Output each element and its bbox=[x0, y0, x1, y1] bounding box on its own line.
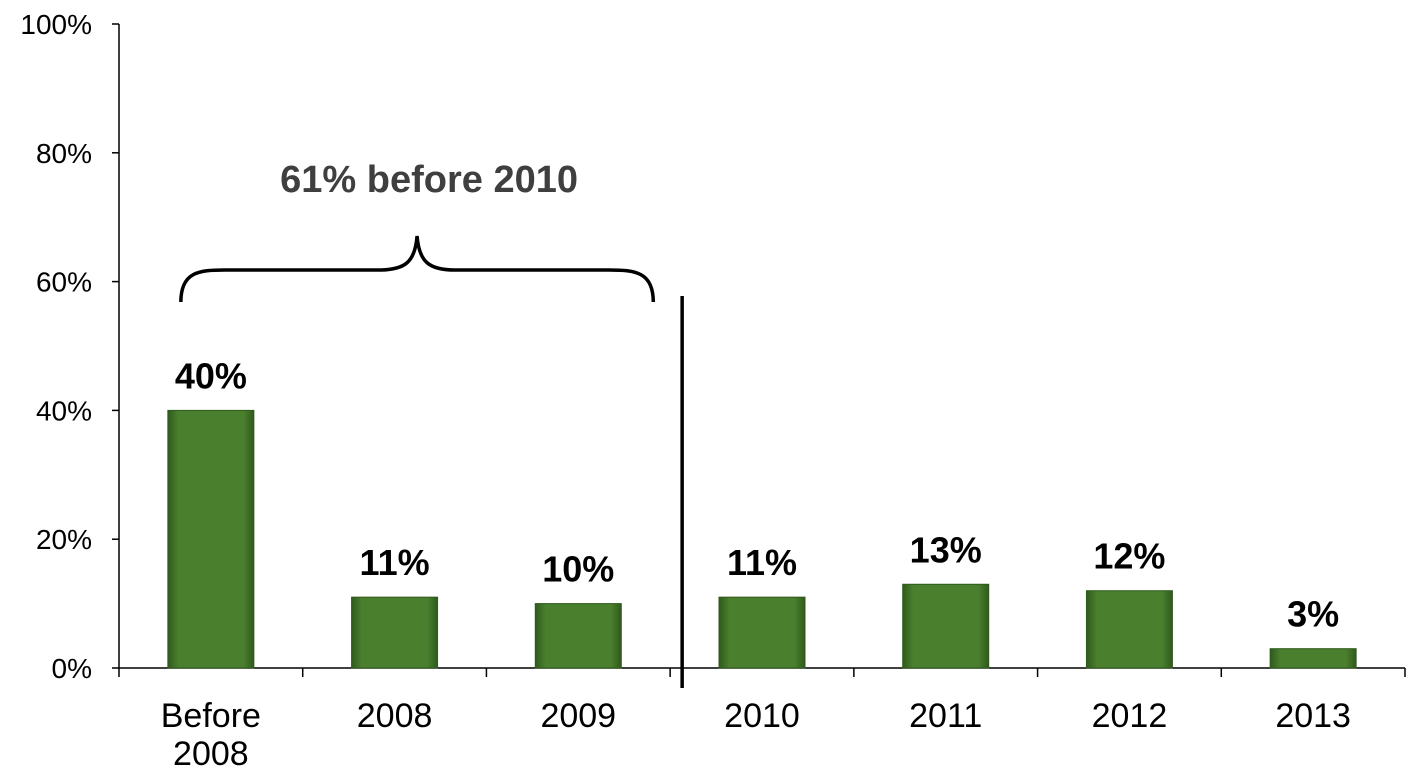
bar-value-label: 11% bbox=[360, 542, 430, 583]
bar bbox=[902, 583, 990, 669]
bar bbox=[167, 409, 255, 669]
y-tick-label: 20% bbox=[36, 524, 92, 555]
bar bbox=[718, 596, 806, 669]
bar bbox=[534, 603, 622, 669]
y-tick-label: 100% bbox=[20, 9, 92, 40]
bar-value-label: 11% bbox=[727, 542, 797, 583]
bar-value-label: 40% bbox=[175, 355, 247, 396]
bracket-brace bbox=[179, 235, 656, 303]
y-tick-label: 60% bbox=[36, 267, 92, 298]
x-category-label: 2012 bbox=[1092, 697, 1168, 735]
annotations: 61% before 2010 bbox=[179, 159, 684, 688]
x-category-label: Before 2008 bbox=[161, 697, 261, 771]
x-category-label: 2008 bbox=[357, 697, 433, 735]
bars bbox=[167, 409, 1357, 669]
bar bbox=[1269, 648, 1357, 669]
annotation-text: 61% before 2010 bbox=[280, 159, 578, 201]
x-category-label: 2009 bbox=[540, 697, 616, 735]
bar-value-label: 12% bbox=[1093, 536, 1165, 577]
y-tick-label: 40% bbox=[36, 395, 92, 426]
bar-value-label: 3% bbox=[1287, 594, 1339, 635]
y-axis: 0% 20% 40% 60% 80% 100% bbox=[20, 9, 120, 684]
x-axis: Before 2008 2008 2009 2010 2011 2012 2013 bbox=[118, 667, 1406, 771]
y-tick-label: 0% bbox=[52, 653, 92, 684]
bar bbox=[351, 596, 439, 669]
x-category-label: 2010 bbox=[724, 697, 800, 735]
bar-value-label: 13% bbox=[910, 529, 982, 570]
x-category-label: 2013 bbox=[1275, 697, 1351, 735]
x-category-label: 2011 bbox=[909, 697, 982, 735]
bar-value-label: 10% bbox=[542, 549, 614, 590]
data-labels: 40% 11% 10% 11% 13% 12% 3% bbox=[175, 355, 1339, 634]
y-tick-label: 80% bbox=[36, 138, 92, 169]
bar bbox=[1085, 590, 1173, 669]
